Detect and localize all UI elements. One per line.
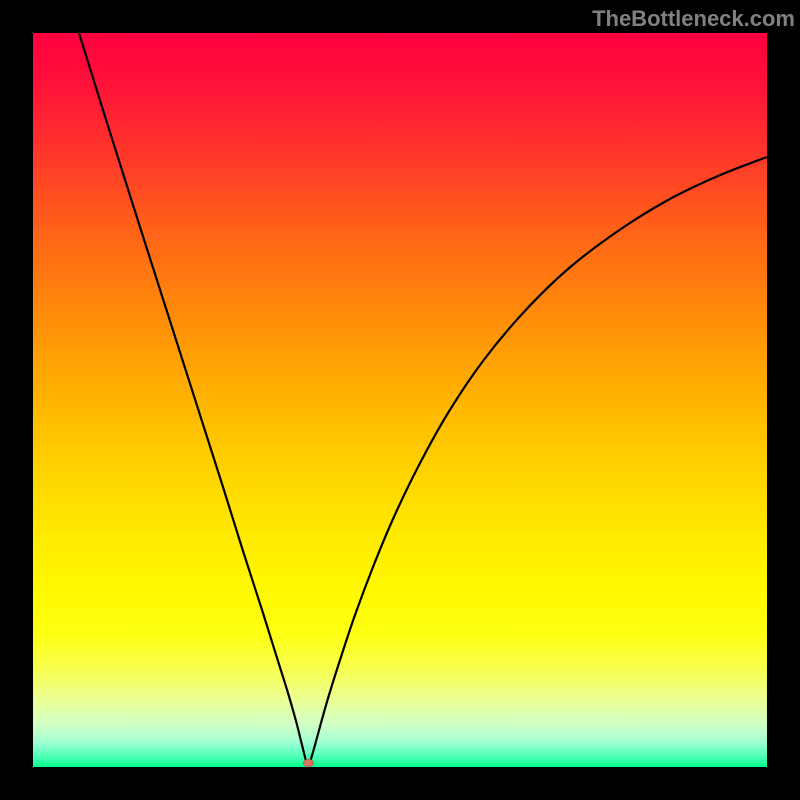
bottleneck-curve xyxy=(33,33,767,767)
optimum-marker xyxy=(303,759,314,767)
watermark-text: TheBottleneck.com xyxy=(592,6,795,32)
plot-area xyxy=(33,33,767,767)
chart-container: TheBottleneck.com xyxy=(0,0,800,800)
